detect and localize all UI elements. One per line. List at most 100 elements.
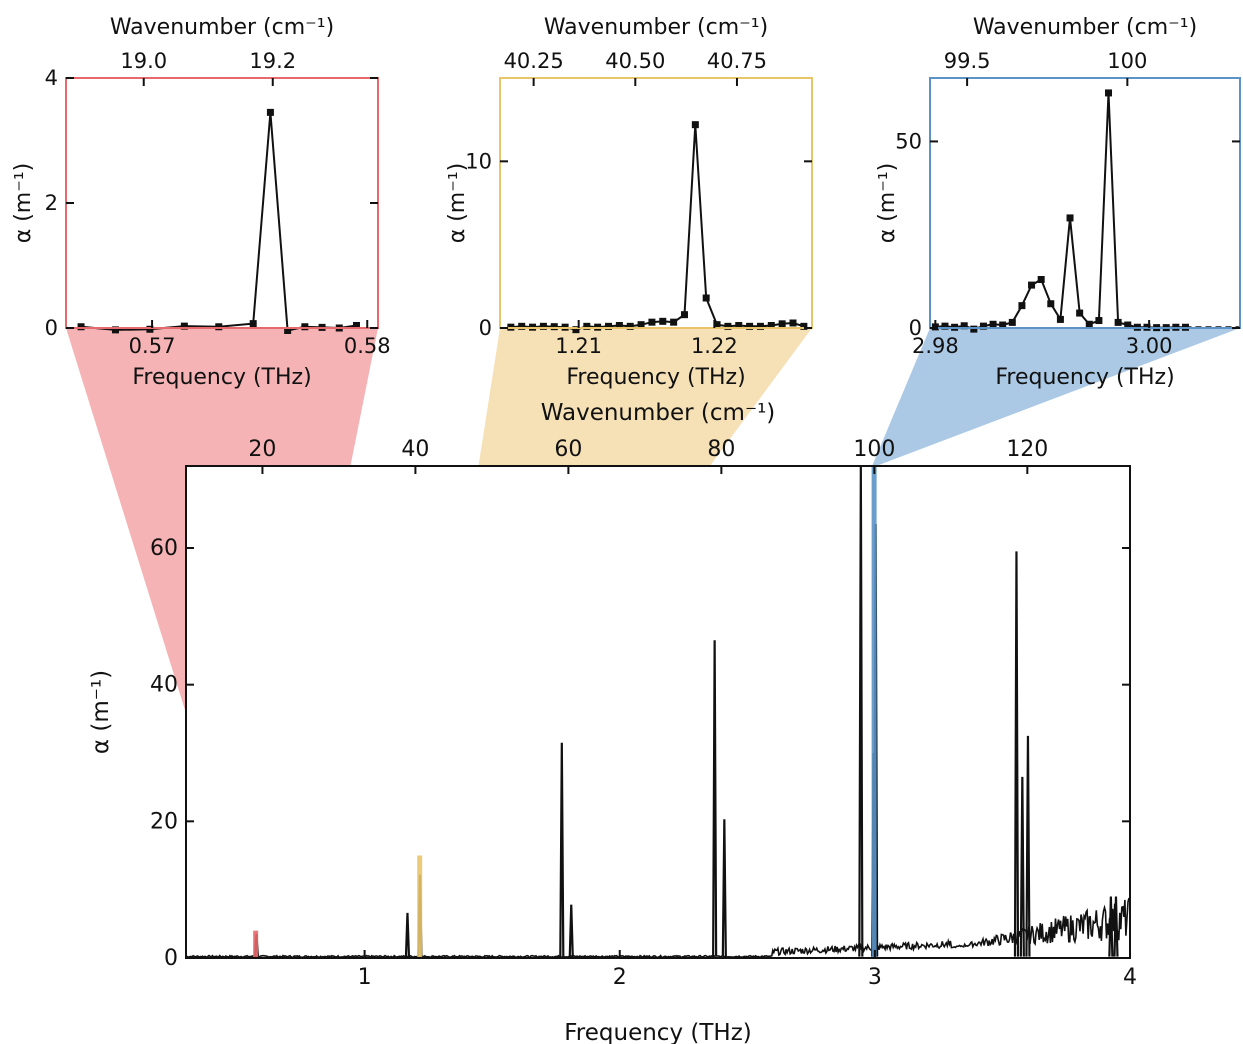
plot-frame bbox=[929, 77, 1241, 329]
inset-panel-yellow: 1.21 1.22 40.25 40.50 40.75 0 10 Frequency (THz… bbox=[445, 15, 813, 390]
data-point bbox=[941, 322, 949, 330]
zoom-marker bbox=[871, 466, 877, 958]
data-point bbox=[301, 323, 309, 331]
data-point bbox=[1056, 315, 1064, 323]
data-point bbox=[1085, 320, 1093, 328]
data-point bbox=[756, 322, 764, 330]
x2-tick-label: 40.25 bbox=[504, 49, 564, 73]
x-tick-label: 3 bbox=[868, 965, 882, 990]
data-point bbox=[989, 320, 997, 328]
spectrum-peak bbox=[1013, 551, 1020, 957]
plot-area bbox=[66, 78, 378, 328]
data-point bbox=[724, 322, 732, 330]
x-tick-label: 0.57 bbox=[129, 334, 176, 358]
data-point bbox=[215, 323, 223, 331]
data-point bbox=[1008, 318, 1016, 326]
data-point bbox=[999, 321, 1007, 329]
data-point bbox=[1095, 317, 1103, 325]
spectrum-peak bbox=[1025, 735, 1031, 957]
data-point bbox=[180, 322, 188, 330]
x-tick-label: 0.58 bbox=[344, 334, 391, 358]
data-point bbox=[659, 317, 667, 325]
data-point bbox=[960, 322, 968, 330]
x2-axis-label: Wavenumber (cm⁻¹) bbox=[541, 400, 776, 426]
data-point bbox=[1124, 321, 1132, 329]
y-axis-label: α (m⁻¹) bbox=[11, 163, 36, 244]
y-tick-label: 0 bbox=[45, 316, 58, 340]
y-tick-label: 2 bbox=[45, 191, 58, 215]
data-point bbox=[1076, 309, 1084, 317]
spectrum-peak bbox=[1019, 776, 1025, 957]
y-tick-label: 40 bbox=[150, 673, 178, 698]
plot-frame bbox=[499, 77, 813, 329]
x2-axis-label: Wavenumber (cm⁻¹) bbox=[973, 15, 1197, 40]
y-tick-label: 20 bbox=[150, 809, 178, 834]
x-axis-label: Frequency (THz) bbox=[566, 365, 745, 390]
y-axis-label: α (m⁻¹) bbox=[875, 163, 900, 244]
main-panel: 1 2 3 4 20 40 60 80 100 120 0 20 40 60 Frequency (THz)… bbox=[88, 400, 1137, 1044]
x-tick-label: 4 bbox=[1123, 965, 1137, 990]
data-point bbox=[691, 121, 699, 129]
spectrum-peak bbox=[404, 912, 411, 957]
spectrum-peak bbox=[712, 640, 718, 957]
y-tick-label: 50 bbox=[895, 129, 922, 153]
plot-area bbox=[930, 78, 1240, 328]
data-point bbox=[648, 318, 656, 326]
data-point bbox=[970, 325, 978, 333]
data-point bbox=[626, 322, 634, 330]
x-tick-label: 1 bbox=[358, 965, 372, 990]
data-point bbox=[518, 322, 526, 330]
data-point bbox=[539, 322, 547, 330]
y-axis-label: α (m⁻¹) bbox=[88, 670, 114, 754]
data-point bbox=[800, 322, 808, 330]
x-axis-label: Frequency (THz) bbox=[564, 1020, 752, 1044]
x-axis-label: Frequency (THz) bbox=[132, 365, 311, 390]
data-point bbox=[778, 320, 786, 328]
x-tick-label: 2 bbox=[613, 965, 627, 990]
spectrum-peak bbox=[721, 819, 727, 957]
data-point bbox=[1018, 302, 1026, 310]
zoom-marker bbox=[417, 855, 423, 958]
plot-area bbox=[500, 78, 812, 328]
x2-tick-label: 19.0 bbox=[120, 49, 167, 73]
data-point bbox=[1037, 275, 1045, 283]
y-axis-label: α (m⁻¹) bbox=[445, 163, 470, 244]
y-tick-label: 10 bbox=[465, 149, 492, 173]
data-point bbox=[713, 321, 721, 329]
data-point bbox=[1028, 281, 1036, 289]
x2-tick-label: 120 bbox=[1006, 437, 1048, 462]
x2-tick-label: 100 bbox=[853, 437, 895, 462]
data-point bbox=[1114, 318, 1122, 326]
data-point bbox=[550, 323, 558, 331]
x2-tick-label: 40 bbox=[401, 437, 429, 462]
x2-axis-label: Wavenumber (cm⁻¹) bbox=[110, 15, 334, 40]
y-tick-label: 4 bbox=[45, 66, 58, 90]
x2-tick-label: 100 bbox=[1107, 49, 1147, 73]
data-point bbox=[583, 322, 591, 330]
data-point bbox=[572, 326, 580, 334]
data-point bbox=[249, 320, 257, 328]
x-tick-label: 3.00 bbox=[1126, 334, 1173, 358]
x2-tick-label: 40.50 bbox=[605, 49, 665, 73]
data-line bbox=[510, 124, 805, 331]
y-tick-label: 0 bbox=[164, 946, 178, 971]
plot-frame bbox=[185, 465, 1131, 959]
x2-axis-label: Wavenumber (cm⁻¹) bbox=[544, 15, 768, 40]
y-tick-label: 0 bbox=[909, 316, 922, 340]
zoom-marker bbox=[253, 930, 259, 958]
zoom-connector bbox=[872, 328, 1240, 466]
x-tick-label: 1.22 bbox=[691, 334, 738, 358]
x2-tick-label: 20 bbox=[248, 437, 276, 462]
data-point bbox=[1105, 89, 1113, 97]
data-point bbox=[146, 325, 154, 333]
x2-tick-label: 80 bbox=[707, 437, 735, 462]
x2-tick-label: 60 bbox=[554, 437, 582, 462]
data-point bbox=[979, 322, 987, 330]
x2-tick-label: 40.75 bbox=[707, 49, 767, 73]
data-point bbox=[680, 311, 688, 319]
data-point bbox=[615, 322, 623, 329]
data-point bbox=[702, 294, 710, 302]
data-point bbox=[789, 319, 797, 327]
data-point bbox=[1066, 214, 1074, 222]
